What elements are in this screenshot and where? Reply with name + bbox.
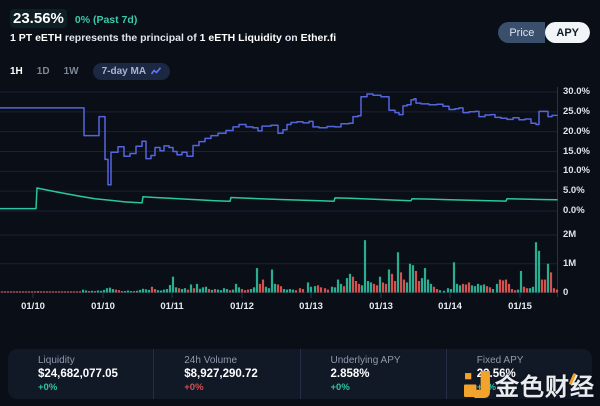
toggle-apy-button[interactable]: APY	[545, 22, 590, 43]
x-axis-label: 01/10	[91, 301, 115, 312]
volume-bars	[0, 240, 559, 293]
stat-label: 24h Volume	[184, 355, 238, 366]
stats-panel: Liquidity $24,682,077.05 +0% 24h Volume $8,9…	[8, 349, 592, 399]
range-1d-tab[interactable]: 1D	[36, 66, 50, 77]
stat-label: Fixed APY	[476, 355, 524, 366]
stat-value: 2.858%	[330, 368, 370, 380]
x-axis-label: 01/12	[230, 301, 254, 312]
stat-change: +0%	[330, 382, 350, 393]
header: 23.56% 0% (Past 7d)	[10, 9, 137, 28]
stat-label: Liquidity	[38, 355, 75, 366]
x-axis-label: 01/15	[508, 301, 532, 312]
stat-underlying-apy: Underlying APY 2.858% +0%	[299, 349, 446, 399]
underlying-token-name: 1 eETH Liquidity	[199, 32, 282, 44]
watermark-text: 金色财经	[495, 372, 595, 401]
range-1h-tab[interactable]: 1H	[10, 66, 23, 77]
x-axis-label: 01/13	[369, 301, 393, 312]
description-text: represents the principal of	[61, 32, 200, 44]
y-axis-volume-label: 0	[563, 286, 569, 298]
stat-liquidity: Liquidity $24,682,077.05 +0%	[8, 349, 153, 399]
sparkline-icon	[151, 67, 162, 75]
apy-chart[interactable]: 30.0% 25.0% 20.0% 15.0% 10.0% 5.0% 0.0% 2M 1M 0 01…	[0, 85, 600, 317]
y-axis-label: 10.0%	[563, 165, 590, 177]
x-axis-label: 01/10	[21, 301, 45, 312]
range-1w-tab[interactable]: 1W	[63, 66, 79, 77]
stat-change: +0%	[184, 382, 204, 393]
chart-controls: 1H 1D 1W 7-day MA	[10, 63, 171, 80]
y-axis-label: 5.0%	[563, 185, 585, 197]
fixed-apy-line	[0, 93, 558, 186]
y-axis-volume-label: 2M	[563, 229, 577, 240]
watermark-accent	[568, 372, 577, 386]
pt-description: 1 PT eETH represents the principal of 1 …	[10, 32, 336, 44]
y-axis-label: 0.0%	[563, 205, 585, 216]
y-axis-label: 15.0%	[563, 145, 590, 157]
chart-canvas[interactable]	[0, 85, 600, 300]
x-axis-label: 01/13	[299, 301, 323, 312]
stat-change: +0%	[38, 382, 58, 393]
pt-token-name: 1 PT eETH	[10, 32, 62, 44]
gridlines	[0, 91, 557, 293]
ma-toggle-label: 7-day MA	[101, 66, 147, 77]
y-axis-label: 20.0%	[563, 125, 590, 137]
jinse-logo-icon	[464, 371, 490, 398]
y-axis-label: 30.0%	[563, 86, 590, 97]
stat-value: $24,682,077.05	[38, 368, 118, 380]
protocol-name: Ether.fi	[300, 32, 337, 44]
stat-24h-volume: 24h Volume $8,927,290.72 +0%	[153, 349, 299, 399]
x-axis-ticks	[32, 293, 521, 298]
stat-value: $8,927,290.72	[184, 368, 258, 380]
y-axis-volume-label: 1M	[563, 257, 577, 269]
price-apy-toggle: Price APY	[498, 22, 590, 43]
stat-label: Underlying APY	[330, 355, 401, 366]
apy-change-7d: 0% (Past 7d)	[74, 14, 138, 26]
7-day-ma-line	[0, 187, 558, 210]
ma-toggle-button[interactable]: 7-day MA	[92, 63, 171, 80]
description-text-2: on	[281, 32, 301, 44]
x-axis-label: 01/14	[438, 301, 462, 312]
watermark: 金色财经	[464, 367, 595, 402]
y-axis-label: 25.0%	[563, 105, 590, 117]
x-axis-label: 01/11	[160, 301, 184, 312]
current-apy-value: 23.56%	[10, 9, 67, 28]
toggle-price-button[interactable]: Price	[498, 22, 546, 43]
